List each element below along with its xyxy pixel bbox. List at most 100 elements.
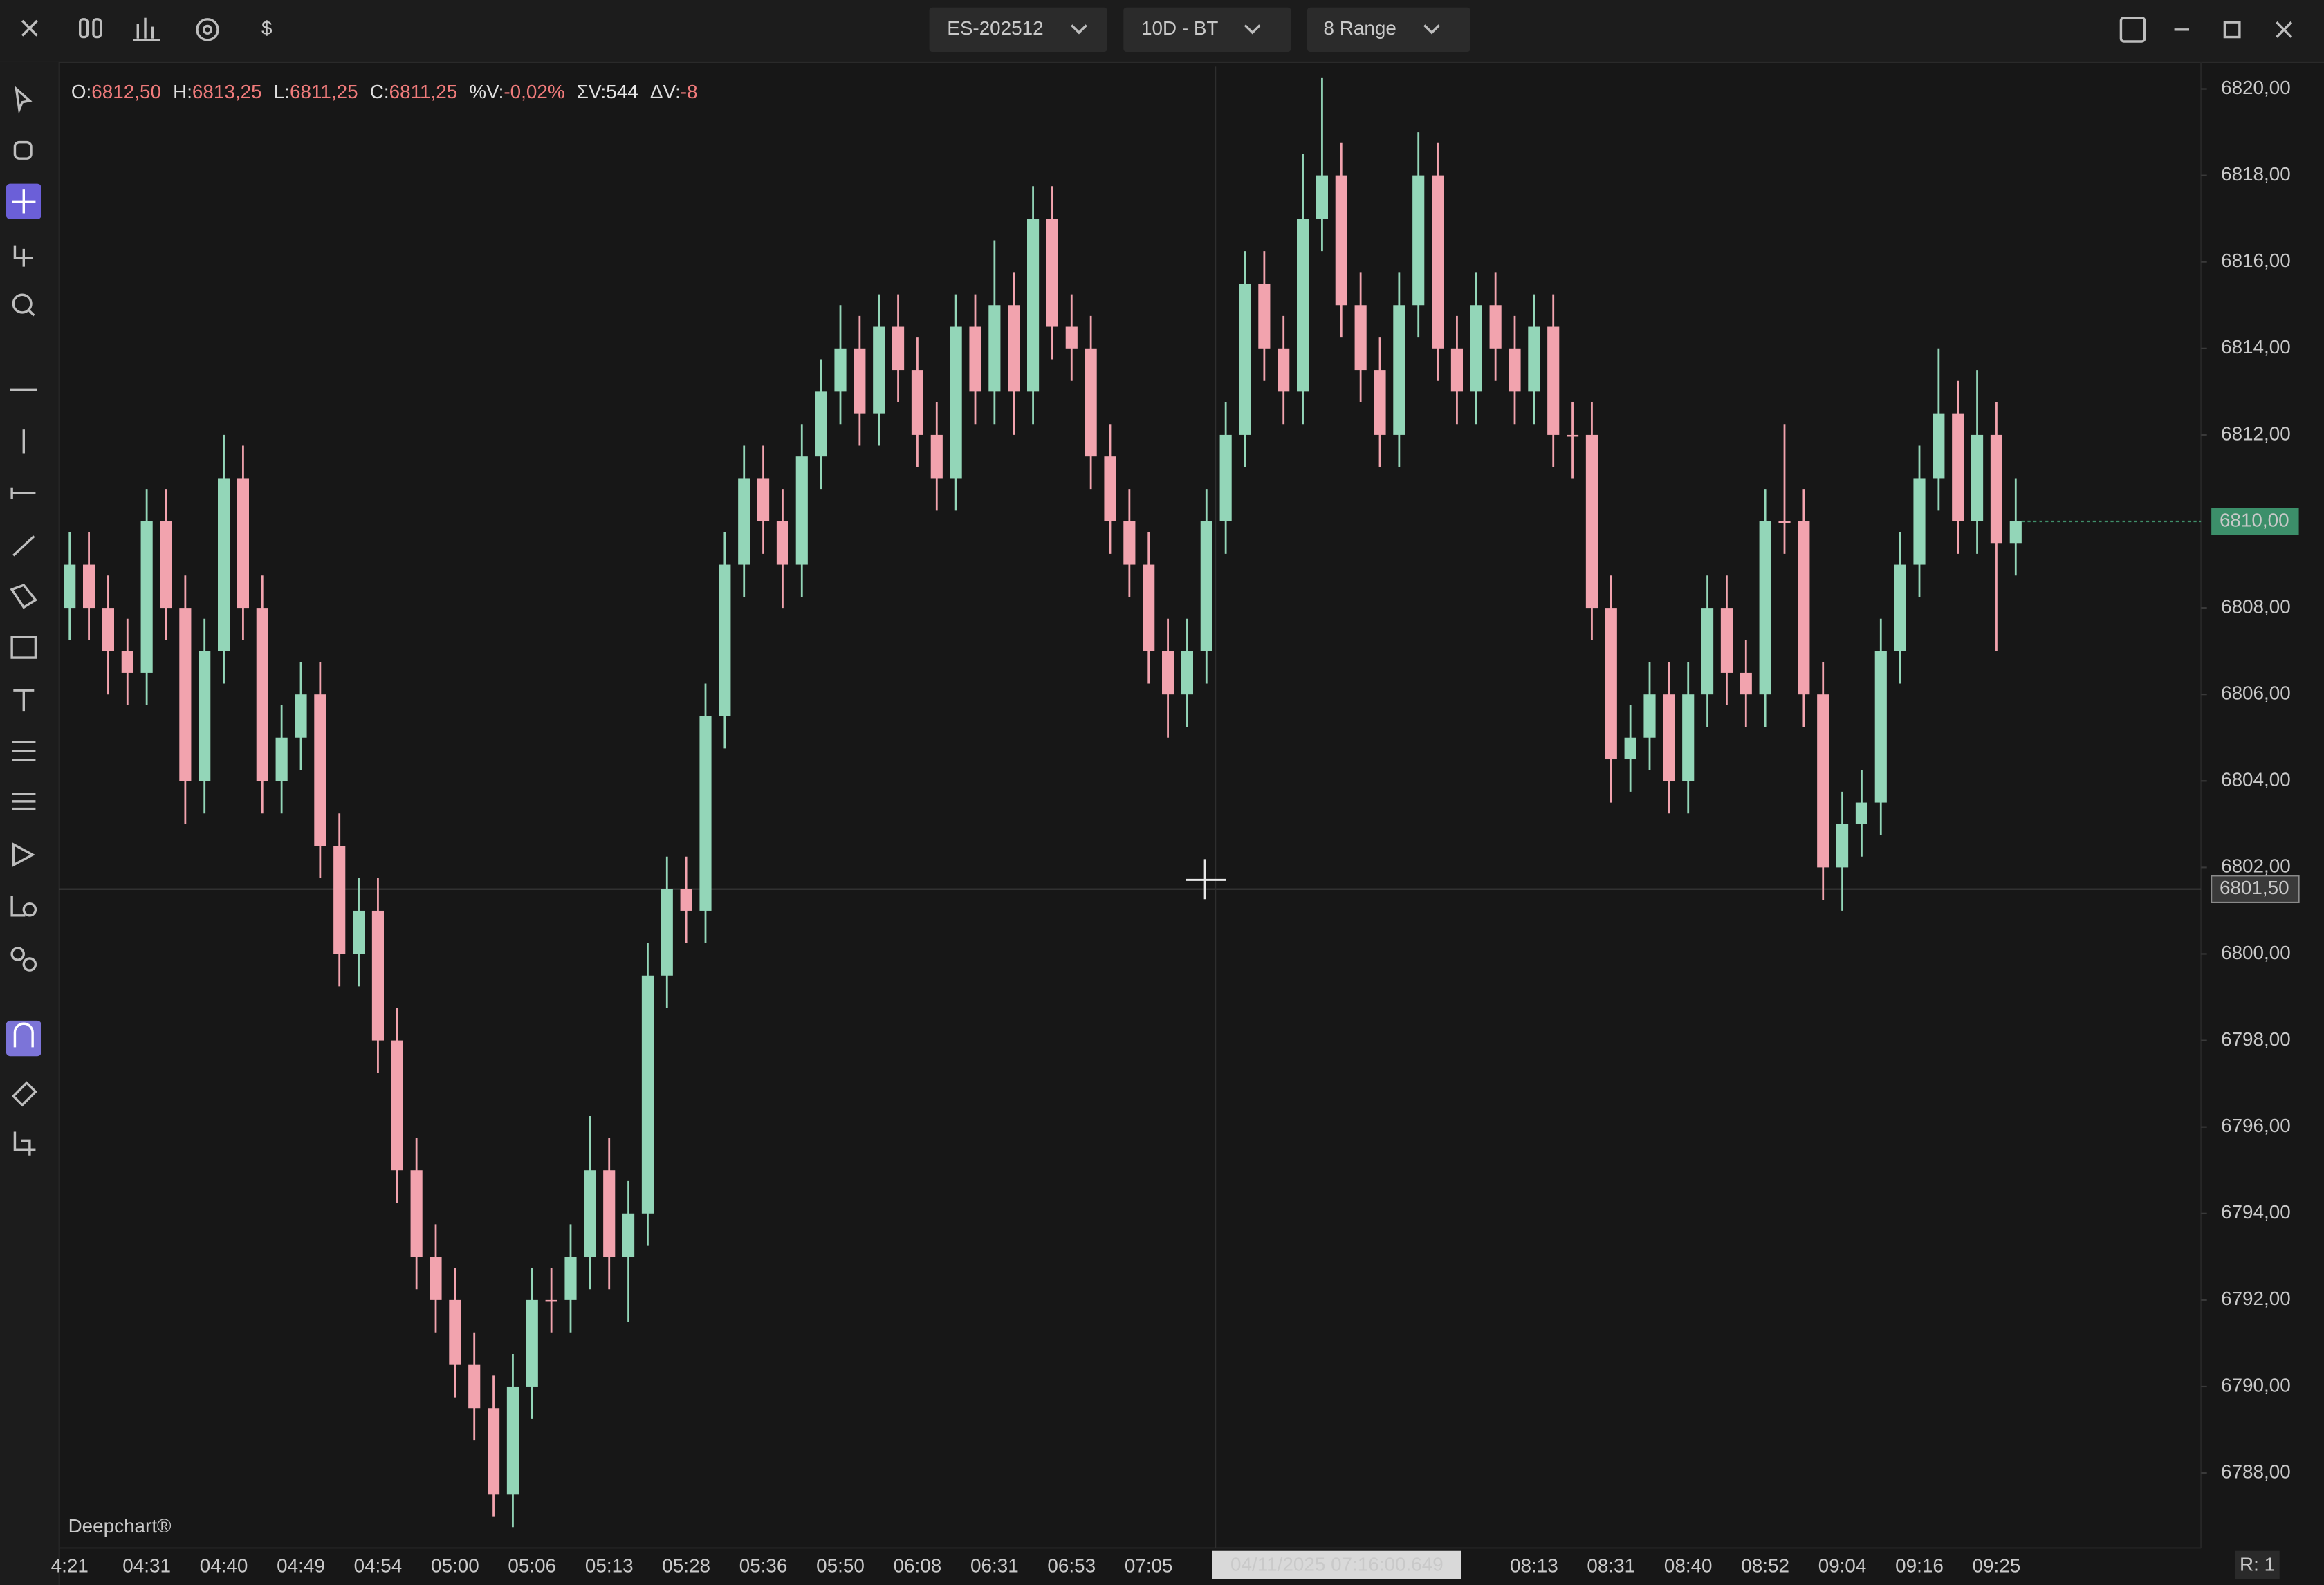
candle-body [468, 1364, 481, 1409]
candle-body [506, 1386, 519, 1495]
candle-body [622, 1213, 635, 1257]
candle-body [545, 1299, 557, 1302]
candle-body [1297, 219, 1309, 392]
symbol-dropdown[interactable]: ES-202512 [929, 7, 1107, 52]
currency-icon[interactable]: $ [261, 17, 273, 39]
candle-body [969, 326, 981, 392]
candle-body [1547, 326, 1560, 435]
indicators-icon[interactable] [133, 17, 160, 41]
candle-body [873, 326, 885, 414]
x-tick-label: 05:13 [585, 1555, 634, 1577]
candle-body [1817, 694, 1829, 868]
candle-body [795, 456, 808, 565]
candle-body [160, 521, 172, 609]
x-tick-label: 05:00 [431, 1555, 479, 1577]
y-tick-label: 6798,00 [2221, 1028, 2291, 1050]
candle-body [237, 478, 249, 609]
x-tick-label: 06:08 [894, 1555, 942, 1577]
y-tick-label: 6804,00 [2221, 769, 2291, 790]
candle-body [1778, 521, 1791, 523]
candle-body [1585, 434, 1598, 609]
timeframe-text: 10D - BT [1141, 17, 1218, 39]
candle-body [892, 326, 905, 371]
x-tick-label: 07:05 [1125, 1555, 1173, 1577]
candle-body [1008, 305, 1020, 392]
info-value: -8 [681, 81, 698, 102]
candle-body [410, 1170, 423, 1257]
drawing-tools[interactable] [6, 86, 42, 1156]
candle-body [295, 694, 307, 738]
candle-body [1643, 694, 1656, 738]
candle-body [988, 305, 1001, 392]
candle-body [1759, 521, 1771, 695]
close-icon[interactable] [21, 19, 38, 37]
candle-body [1933, 413, 1945, 479]
candle-body [1065, 326, 1078, 349]
candle-body [1278, 348, 1290, 392]
candle-body [1316, 175, 1328, 219]
info-value: 544 [606, 81, 638, 102]
candle-body [391, 1040, 403, 1171]
window-controls[interactable] [2119, 16, 2293, 43]
candle-body [680, 889, 692, 911]
range-label-box [2235, 1550, 2280, 1579]
candle-body [488, 1408, 500, 1495]
candle-body [1489, 305, 1502, 349]
settings-icon[interactable] [196, 18, 219, 41]
candle-body [1720, 608, 1733, 673]
y-tick-label: 6800,00 [2221, 942, 2291, 963]
y-tick-label: 6808,00 [2221, 595, 2291, 617]
candle-body [1798, 521, 1810, 695]
symbol-text: ES-202512 [947, 17, 1043, 39]
candle-body [815, 391, 827, 457]
y-tick-label: 6806,00 [2221, 683, 2291, 704]
candle-body [449, 1299, 461, 1365]
candle-body [834, 348, 847, 392]
candle-body [64, 564, 76, 609]
info-label: ΔV: [650, 81, 681, 102]
candle-body [83, 564, 95, 609]
candle-body [1470, 305, 1482, 392]
x-tick-label: 09:16 [1895, 1555, 1944, 1577]
left-toolbar [0, 62, 59, 1585]
candle-body [1682, 694, 1695, 781]
last-price-label: 6810,00 [2220, 509, 2289, 530]
candle-body [1567, 434, 1579, 437]
watermark: Deepchart® [68, 1515, 172, 1537]
x-tick-label: 04:49 [277, 1555, 325, 1577]
layout-icon[interactable] [79, 18, 102, 39]
x-tick-label: 05:28 [662, 1555, 710, 1577]
crosshair-price-label: 6801,50 [2220, 877, 2289, 898]
candle-body [1162, 651, 1174, 695]
candle-body [333, 846, 346, 954]
candle-body [371, 910, 384, 1041]
candle-body [699, 716, 712, 911]
timeframe-dropdown[interactable]: 10D - BT [1123, 7, 1291, 52]
candle-body [353, 910, 365, 954]
plot [59, 66, 2202, 1548]
candle-body [275, 737, 288, 781]
x-tick-label: 09:25 [1973, 1555, 2021, 1577]
candle-body [719, 564, 731, 716]
x-tick-label: 08:52 [1741, 1555, 1789, 1577]
candle-body [950, 326, 962, 479]
x-tick-label: 04:31 [122, 1555, 171, 1577]
info-value: 6811,25 [389, 81, 458, 102]
candle-body [854, 348, 866, 414]
candle-body [564, 1257, 577, 1300]
y-tick-label: 6816,00 [2221, 250, 2291, 271]
candle-body [256, 608, 268, 781]
candle-body [140, 521, 153, 673]
chart-type-dropdown[interactable]: 8 Range [1307, 7, 1470, 52]
crosshair-price-tag [2211, 875, 2300, 904]
candle-body [1740, 672, 1752, 695]
candle-body [603, 1170, 616, 1257]
candle-body [1239, 283, 1251, 435]
x-tick-label: 08:40 [1664, 1555, 1713, 1577]
candle-body [1104, 456, 1116, 522]
candle-body [738, 478, 750, 565]
crosshair-time-tag [1212, 1550, 1461, 1579]
y-tick-label: 6814,00 [2221, 336, 2291, 358]
x-tick-label: 06:31 [970, 1555, 1019, 1577]
y-tick-label: 6802,00 [2221, 855, 2291, 877]
